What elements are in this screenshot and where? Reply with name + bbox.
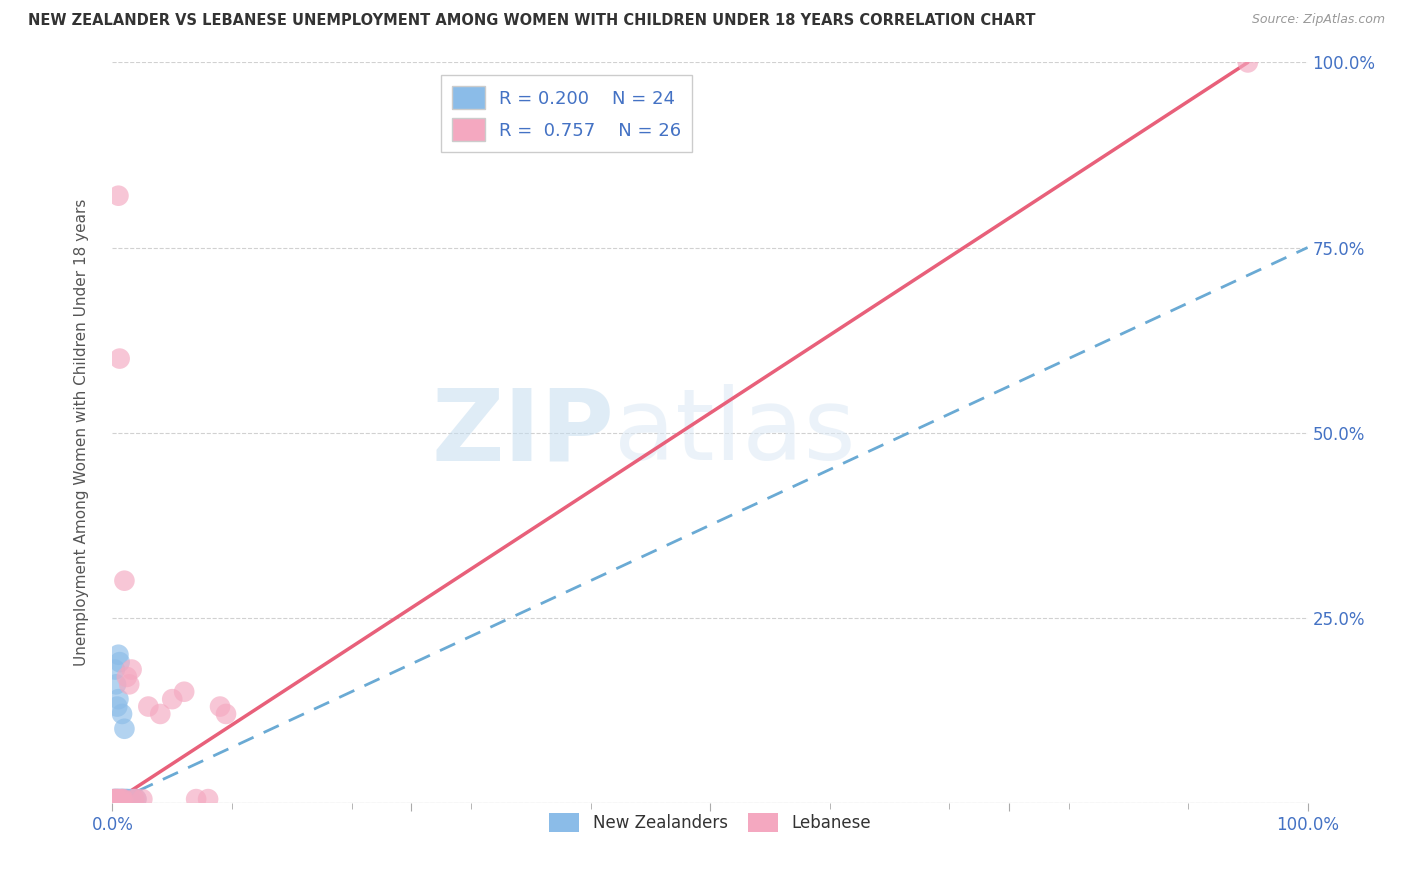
Point (105, 792, 128, 806)
Point (111, 706, 134, 721)
Point (107, 648, 129, 662)
Point (104, 663, 127, 677)
Point (107, 188, 129, 202)
Point (107, 792, 129, 806)
Point (122, 792, 145, 806)
Text: Source: ZipAtlas.com: Source: ZipAtlas.com (1251, 13, 1385, 27)
Point (125, 792, 148, 806)
Point (115, 792, 138, 806)
Point (110, 792, 132, 806)
Point (215, 706, 238, 721)
Point (121, 663, 143, 677)
Point (108, 351, 131, 366)
Point (125, 792, 148, 806)
Point (112, 792, 135, 806)
Text: atlas: atlas (614, 384, 856, 481)
Point (104, 792, 127, 806)
Point (138, 699, 160, 714)
Point (108, 792, 131, 806)
Point (149, 706, 172, 721)
Point (107, 792, 129, 806)
Point (120, 792, 142, 806)
Point (114, 792, 136, 806)
Point (197, 792, 219, 806)
Point (103, 792, 125, 806)
Y-axis label: Unemployment Among Women with Children Under 18 years: Unemployment Among Women with Children U… (75, 199, 89, 666)
Point (114, 722, 135, 736)
Point (131, 792, 153, 806)
Point (112, 792, 135, 806)
Point (110, 792, 132, 806)
Point (122, 792, 145, 806)
Point (173, 685, 195, 699)
Point (114, 792, 135, 806)
Point (107, 692, 129, 706)
Point (103, 792, 125, 806)
Point (115, 670, 138, 684)
Point (1237, 55, 1260, 70)
Point (104, 792, 127, 806)
Text: NEW ZEALANDER VS LEBANESE UNEMPLOYMENT AMONG WOMEN WITH CHILDREN UNDER 18 YEARS : NEW ZEALANDER VS LEBANESE UNEMPLOYMENT A… (28, 13, 1036, 29)
Point (209, 699, 232, 714)
Point (111, 792, 134, 806)
Text: ZIP: ZIP (432, 384, 614, 481)
Point (118, 677, 141, 691)
Point (105, 699, 128, 714)
Point (117, 792, 139, 806)
Point (108, 655, 131, 669)
Point (105, 677, 128, 691)
Point (114, 574, 135, 588)
Legend: New Zealanders, Lebanese: New Zealanders, Lebanese (543, 806, 877, 838)
Point (111, 792, 134, 806)
Point (186, 792, 208, 806)
Point (105, 792, 128, 806)
Point (105, 792, 128, 806)
Point (162, 692, 183, 706)
Point (105, 792, 128, 806)
